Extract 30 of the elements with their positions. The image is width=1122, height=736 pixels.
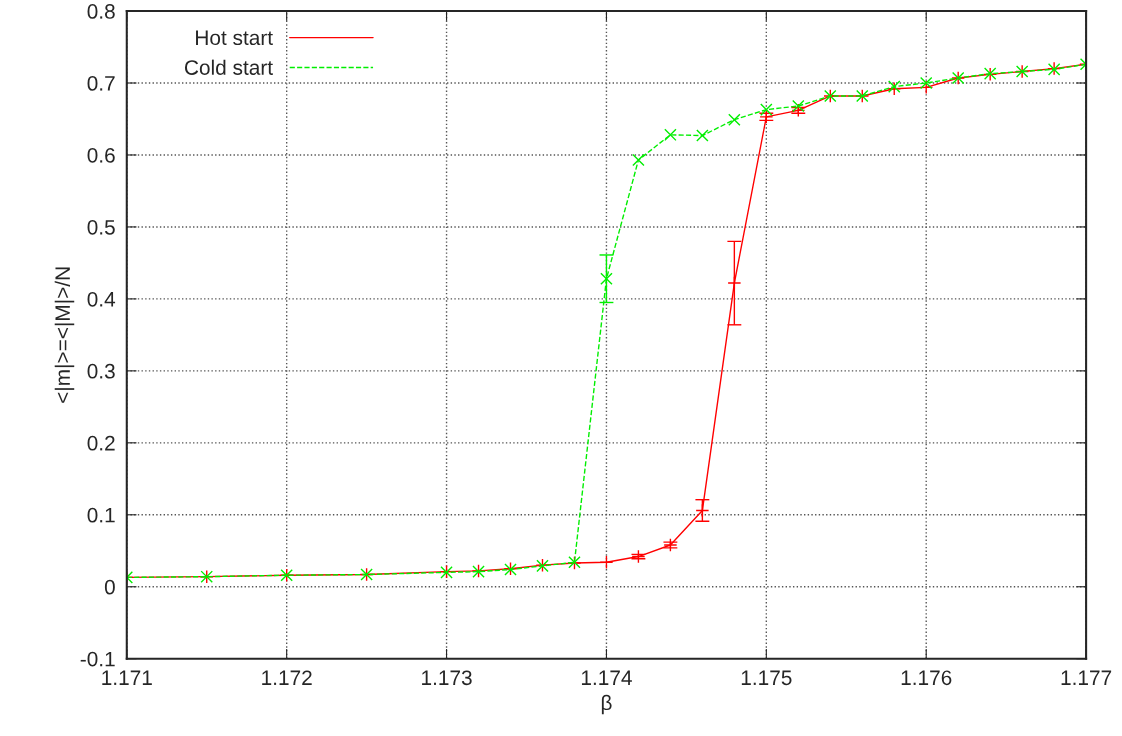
x-tick-label: 1.175 [741, 670, 792, 686]
point [631, 549, 646, 564]
y-tick-label: 0.1 [87, 507, 115, 523]
x-axis-title: β [601, 694, 612, 715]
point [600, 272, 613, 285]
y-tick-label: 0.6 [87, 147, 115, 163]
x-tick-label: 1.177 [1061, 670, 1112, 685]
point [664, 128, 677, 142]
y-tick-label: 0 [104, 579, 115, 595]
y-tick-label: 0.3 [87, 363, 115, 379]
x-tick-label: 1.173 [422, 670, 472, 686]
y-tick-label: 0.5 [87, 219, 115, 235]
point [632, 153, 645, 167]
y-tick-label: -0.1 [80, 651, 115, 667]
y-tick-label: 0.7 [87, 76, 115, 91]
y-tick-label: 0.2 [87, 435, 115, 451]
x-tick-label: 1.171 [102, 670, 152, 685]
point [760, 103, 773, 116]
point [728, 113, 741, 126]
x-tick-label: 1.172 [262, 670, 312, 685]
x-tick-label: 1.176 [901, 670, 952, 686]
point [599, 555, 614, 570]
y-tick-label: 0.8 [87, 4, 115, 19]
y-tick-label: 0.4 [87, 291, 116, 307]
point [919, 76, 933, 90]
x-tick-label: 1.174 [581, 670, 632, 685]
legend-label: Hot start [196, 30, 273, 46]
point [696, 129, 709, 142]
y-axis-title: <|m|>=<|M|>/N [54, 267, 75, 403]
legend-label: Cold start [184, 59, 273, 75]
